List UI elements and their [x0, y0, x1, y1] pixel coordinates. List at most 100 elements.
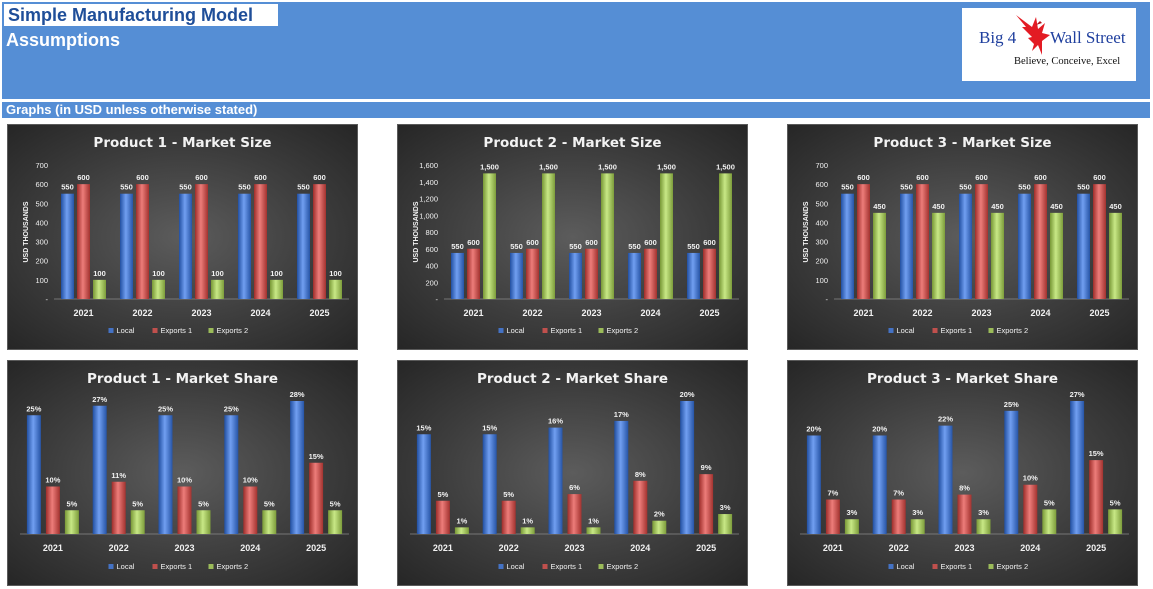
bar-exports-2 [196, 510, 211, 534]
legend-label: Exports 2 [607, 326, 639, 335]
chart-svg: Product 3 - Market Size USD THOUSANDS - 100… [803, 135, 1129, 335]
bar-exports-2 [660, 173, 673, 299]
company-logo: Big 4 Wall Street Believe, Conceive, Exc… [962, 8, 1136, 81]
x-tick-label: 2022 [499, 543, 519, 553]
data-label: 17% [614, 410, 629, 419]
data-label: 20% [872, 424, 887, 433]
bar-local [1018, 193, 1031, 299]
data-label: 550 [238, 183, 251, 192]
bar-exports-1 [45, 486, 60, 534]
data-label: 600 [254, 173, 267, 182]
legend-label: Local [507, 326, 525, 335]
legend-label: Exports 2 [607, 562, 639, 571]
chart-product3-market-size: Product 3 - Market Size USD THOUSANDS - 100… [787, 124, 1138, 350]
data-label: 550 [1018, 183, 1031, 192]
bar-exports-2 [652, 520, 667, 534]
bar-exports-2 [211, 279, 224, 299]
x-tick-label: 2025 [1086, 543, 1106, 553]
bar-exports-1 [916, 184, 929, 299]
chart-product2-market-share: Product 2 - Market Share 15% 5% 1% 2021 15% 5%… [397, 360, 748, 586]
bar-local [290, 401, 305, 534]
legend-swatch [108, 328, 114, 333]
data-label: 550 [510, 242, 523, 251]
bar-exports-1 [567, 494, 582, 534]
y-tick-label: 1,600 [419, 161, 438, 170]
data-label: 600 [644, 238, 657, 247]
y-tick-label: 400 [425, 262, 438, 271]
data-label: 1% [588, 516, 599, 525]
bar-exports-2 [844, 519, 859, 534]
data-label: 5% [198, 499, 209, 508]
data-label: 25% [224, 404, 239, 413]
bar-exports-2 [1050, 212, 1063, 299]
y-axis-label: USD THOUSANDS [413, 201, 420, 262]
data-label: 600 [1034, 173, 1047, 182]
data-label: 10% [243, 476, 258, 485]
logo-tagline: Believe, Conceive, Excel [1014, 56, 1121, 67]
bar-exports-2 [601, 173, 614, 299]
legend-swatch [208, 564, 214, 569]
bar-local [179, 193, 192, 299]
x-tick-label: 2021 [73, 308, 93, 318]
chart-product2-market-size: Product 2 - Market Size USD THOUSANDS - 200… [397, 124, 748, 350]
bar-exports-1 [526, 248, 539, 299]
eagle-icon [1016, 15, 1050, 55]
chart-svg: Product 1 - Market Size USD THOUSANDS - 100… [23, 135, 349, 335]
bar-local [687, 252, 700, 299]
bar-local [806, 435, 821, 534]
legend-label: Exports 2 [217, 562, 249, 571]
data-label: 550 [61, 183, 74, 192]
page-title: Simple Manufacturing Model [8, 5, 254, 25]
bar-exports-2 [262, 510, 277, 534]
header-band: Simple Manufacturing Model Assumptions B… [2, 2, 1150, 99]
data-label: 8% [635, 470, 646, 479]
x-tick-label: 2022 [912, 308, 932, 318]
bar-exports-2 [152, 279, 165, 299]
bar-exports-2 [483, 173, 496, 299]
legend-label: Exports 1 [161, 326, 193, 335]
data-label: 3% [912, 508, 923, 517]
legend-swatch [888, 564, 894, 569]
data-label: 100 [270, 269, 283, 278]
y-tick-label: 200 [35, 257, 48, 266]
data-label: 25% [1004, 400, 1019, 409]
bar-local [238, 193, 251, 299]
bar-local [569, 252, 582, 299]
legend-swatch [108, 564, 114, 569]
bar-local [680, 401, 695, 534]
data-label: 550 [841, 183, 854, 192]
y-tick-label: - [826, 295, 829, 304]
x-tick-label: 2021 [433, 543, 453, 553]
bar-exports-1 [243, 486, 258, 534]
bar-exports-1 [313, 184, 326, 299]
bar-exports-1 [585, 248, 598, 299]
data-label: 100 [329, 269, 342, 278]
logo-name-part1: Big 4 [979, 28, 1017, 47]
bar-local [416, 434, 431, 534]
x-tick-label: 2023 [971, 308, 991, 318]
data-label: 550 [179, 183, 192, 192]
data-label: 600 [467, 238, 480, 247]
data-label: 10% [1023, 474, 1038, 483]
y-tick-label: 200 [815, 257, 828, 266]
data-label: 15% [482, 423, 497, 432]
bar-local [297, 193, 310, 299]
data-label: 600 [916, 173, 929, 182]
chart-title: Product 3 - Market Share [867, 371, 1058, 387]
bar-exports-1 [467, 248, 480, 299]
legend-swatch [152, 564, 158, 569]
bar-local [510, 252, 523, 299]
data-label: 600 [703, 238, 716, 247]
y-tick-label: 200 [425, 278, 438, 287]
data-label: 25% [158, 404, 173, 413]
title-box: Simple Manufacturing Model [4, 4, 278, 26]
x-tick-label: 2025 [699, 308, 719, 318]
data-label: 550 [1077, 183, 1090, 192]
bar-exports-2 [542, 173, 555, 299]
legend-swatch [598, 564, 604, 569]
bar-local [959, 193, 972, 299]
legend-swatch [542, 328, 548, 333]
x-tick-label: 2023 [174, 543, 194, 553]
data-label: 15% [1089, 449, 1104, 458]
bar-exports-2 [328, 510, 343, 534]
